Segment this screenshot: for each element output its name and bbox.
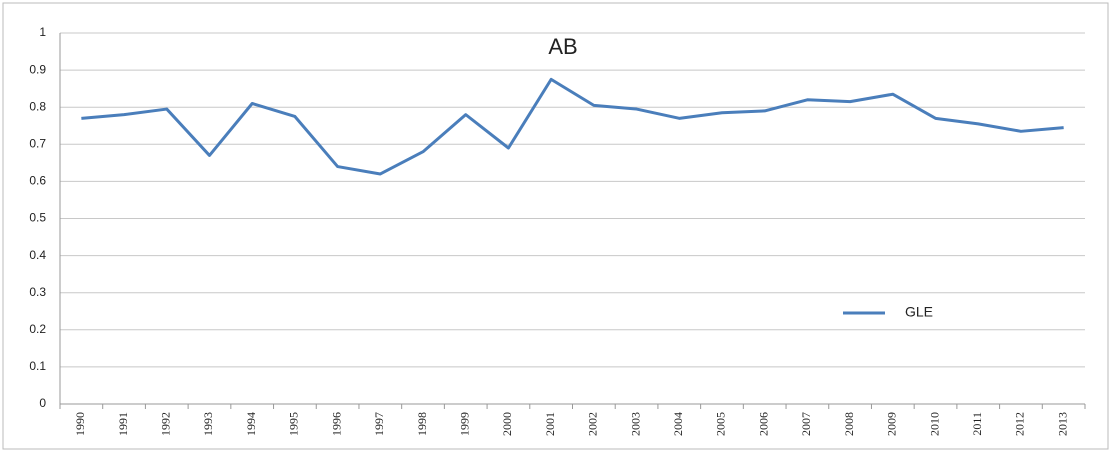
y-tick-label: 0.4 (29, 248, 46, 262)
x-tick-label: 2004 (671, 412, 685, 436)
y-tick-label: 0.1 (29, 359, 46, 373)
legend-label: GLE (905, 304, 933, 320)
x-tick-label: 2000 (500, 412, 514, 436)
y-tick-label: 0.6 (29, 174, 46, 188)
x-tick-label: 2007 (799, 412, 813, 436)
x-tick-label: 2009 (885, 412, 899, 436)
x-tick-label: 2010 (927, 412, 941, 436)
x-tick-label: 1997 (372, 412, 386, 436)
x-tick-label: 2008 (842, 412, 856, 436)
line-series (81, 77, 1064, 176)
y-tick-label: 1 (39, 25, 46, 39)
x-tick-label: 2012 (1013, 412, 1027, 436)
x-tick-label: 1998 (415, 412, 429, 436)
y-tick-label: 0 (39, 396, 46, 410)
x-tick-label: 2013 (1055, 412, 1069, 436)
x-tick-label: 2011 (970, 412, 984, 436)
x-tick-label: 1991 (116, 412, 130, 436)
x-tick-label: 2001 (543, 412, 557, 436)
x-tick-label: 1990 (73, 412, 87, 436)
y-tick-label: 0.7 (29, 136, 46, 150)
x-tick-label: 2002 (586, 412, 600, 436)
x-tick-label: 1992 (159, 412, 173, 436)
y-tick-label: 0.3 (29, 285, 46, 299)
y-tick-label: 0.9 (29, 62, 46, 76)
y-tick-label: 0.2 (29, 322, 46, 336)
x-tick-label: 1994 (244, 412, 258, 436)
y-tick-label: 0.8 (29, 99, 46, 113)
chart-title: AB (548, 34, 577, 59)
y-tick-label: 0.5 (29, 211, 46, 225)
x-tick-label: 2005 (714, 412, 728, 436)
x-tick-label: 1993 (201, 412, 215, 436)
x-tick-label: 1999 (457, 412, 471, 436)
x-tick-label: 1996 (329, 412, 343, 436)
x-tick-label: 2003 (628, 412, 642, 436)
x-tick-label: 2006 (756, 412, 770, 436)
x-tick-label: 1995 (287, 412, 301, 436)
